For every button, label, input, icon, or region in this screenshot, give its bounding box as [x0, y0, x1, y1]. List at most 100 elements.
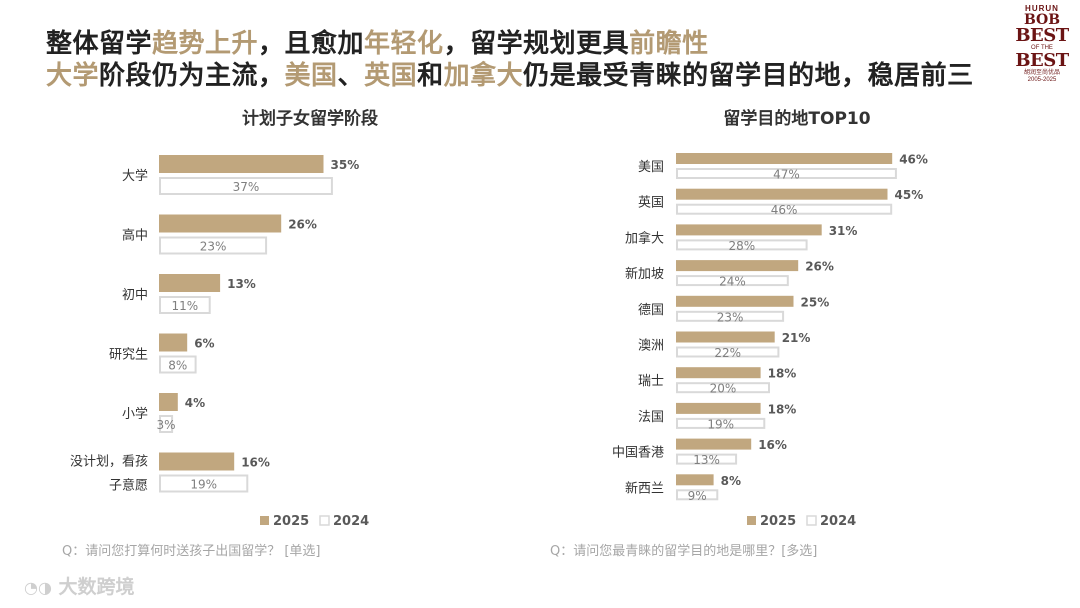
value-label-2024: 19% [707, 417, 734, 431]
value-label-2024: 11% [172, 299, 199, 313]
headline-segment: 、 [337, 61, 365, 91]
headline-segment: 英国 [364, 61, 418, 91]
bar-2025 [159, 333, 188, 352]
logo-hurun: HURUN [1025, 4, 1059, 13]
bar-2024 [159, 474, 249, 493]
bar-2025 [159, 214, 282, 233]
bar-2025 [159, 155, 324, 173]
value-label-2025: 18% [768, 402, 797, 416]
category-label: 中国香港 [612, 446, 664, 461]
category-label: 子意愿 [109, 478, 148, 494]
category-label: 法国 [638, 410, 664, 425]
bar-2024 [676, 417, 766, 429]
value-label-2025: 18% [768, 367, 797, 381]
bar-2024 [159, 355, 197, 374]
chart-title: 留学目的地TOP10 [723, 108, 870, 129]
bar-2024 [676, 453, 738, 465]
bar-2025 [676, 402, 761, 414]
logo-of-the: OF THE [1031, 45, 1053, 51]
value-label-2024: 46% [771, 203, 798, 217]
bar-2024 [676, 168, 897, 179]
bar-2025 [676, 224, 822, 236]
value-label-2024: 20% [710, 382, 737, 396]
value-label-2024: 9% [688, 489, 707, 503]
footer-brand-text: 大数跨境 [58, 576, 135, 598]
headline-segment: 前瞻性 [629, 29, 709, 59]
headline-segment: 美国 [284, 61, 338, 91]
bar-2025 [159, 452, 235, 471]
bar-2024 [676, 489, 719, 501]
survey-question: Q：请问您打算何时送孩子出国留学？ [单选] [62, 543, 321, 559]
chart-destination-top10: 留学目的地TOP10 美国 46% 47% 英国 45% 46% 加拿大 31% 28% 新加坡 26… [550, 108, 928, 559]
value-label-2024: 19% [190, 478, 217, 492]
headline-segment: 大学 [46, 61, 100, 91]
logo-best-2: BEST [1015, 50, 1069, 71]
headline-segment: ，且愈加 [258, 29, 365, 59]
value-label-2025: 26% [805, 260, 834, 274]
value-label-2025: 46% [899, 153, 928, 167]
legend-swatch-2024 [319, 515, 330, 526]
value-label-2024: 24% [719, 275, 746, 289]
value-label-2025: 13% [227, 277, 256, 291]
bar-2025 [676, 188, 888, 200]
bar-2025 [676, 153, 893, 164]
legend-swatch-2024 [806, 515, 817, 526]
logo-chinese-name: 胡润至尚优品 [1023, 70, 1060, 76]
value-label-2025: 21% [782, 331, 811, 345]
category-label: 高中 [122, 228, 148, 244]
bar-2025 [676, 295, 794, 307]
bar-2025 [159, 274, 221, 292]
bar-2025 [676, 438, 752, 450]
bar-2024 [159, 415, 174, 433]
category-label: 澳洲 [638, 338, 664, 354]
bar-2024 [676, 346, 780, 358]
value-label-2024: 23% [200, 240, 227, 254]
bar-2024 [676, 275, 789, 287]
category-label: 小学 [122, 406, 148, 422]
value-label-2025: 8% [721, 474, 741, 488]
survey-question: Q：请问您最青睐的留学目的地是哪里？[多选] [550, 543, 817, 559]
legend-label-2025: 2025 [760, 514, 796, 529]
legend-label-2024: 2024 [333, 514, 369, 529]
value-label-2024: 37% [233, 180, 260, 194]
headline-segment: 仍是最受青睐的留学目的地，稳居前三 [523, 61, 974, 91]
bar-2024 [159, 177, 333, 195]
value-label-2024: 22% [714, 346, 741, 360]
headline-segment: 加拿大 [443, 61, 524, 91]
bar-2024 [159, 296, 211, 314]
category-label: 新加坡 [625, 266, 664, 282]
value-label-2025: 45% [895, 188, 924, 202]
headline-line-2: 大学阶段仍为主流，美国、英国和加拿大仍是最受青睐的留学目的地，稳居前三 [46, 60, 974, 92]
hurun-bob-logo: HURUN BOB BEST OF THE BEST 胡润至尚优品 2005-2… [1008, 4, 1076, 92]
bar-2024 [676, 203, 893, 215]
category-label: 新西兰 [625, 480, 664, 496]
headline: 整体留学趋势上升，且愈加年轻化，留学规划更具前瞻性 大学阶段仍为主流，美国、英国… [46, 28, 974, 92]
value-label-2024: 47% [773, 168, 800, 182]
bar-2025 [676, 331, 775, 343]
value-label-2024: 13% [693, 453, 720, 467]
category-label: 英国 [638, 196, 664, 211]
headline-segment: ，留学规划更具 [443, 29, 630, 59]
bar-2024 [676, 310, 785, 322]
headline-segment: 阶段仍为主流， [99, 61, 285, 91]
value-label-2025: 26% [288, 218, 317, 232]
bar-2024 [676, 239, 808, 251]
headline-segment: 年轻化 [364, 29, 444, 59]
legend-label-2024: 2024 [820, 514, 856, 529]
legend-swatch-2025 [747, 516, 756, 525]
value-label-2025: 16% [758, 438, 787, 452]
logo-years: 2005-2025 [1027, 77, 1057, 83]
headline-segment: 趋势上升 [152, 29, 259, 59]
value-label-2025: 6% [194, 337, 214, 351]
value-label-2025: 16% [241, 456, 270, 470]
category-label: 德国 [638, 303, 664, 318]
value-label-2024: 23% [717, 310, 744, 324]
chart-title: 计划子女留学阶段 [242, 108, 378, 129]
value-label-2025: 25% [801, 295, 830, 309]
category-label: 初中 [122, 288, 148, 303]
bar-2025 [159, 393, 178, 411]
headline-line-1: 整体留学趋势上升，且愈加年轻化，留学规划更具前瞻性 [46, 28, 974, 60]
value-label-2025: 35% [331, 158, 360, 172]
logo-bob: BOB [1023, 12, 1061, 28]
